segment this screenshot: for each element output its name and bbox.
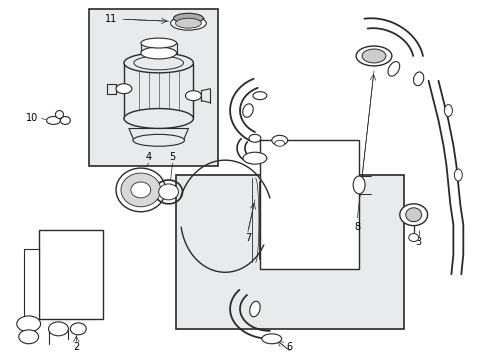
Ellipse shape — [243, 152, 267, 164]
Text: 11: 11 — [105, 14, 117, 24]
Ellipse shape — [262, 334, 282, 344]
Ellipse shape — [454, 169, 462, 181]
Ellipse shape — [414, 72, 424, 86]
Ellipse shape — [409, 234, 418, 242]
Ellipse shape — [133, 134, 184, 146]
Bar — [175, 175, 404, 329]
Ellipse shape — [173, 13, 203, 23]
Text: 5: 5 — [170, 152, 176, 162]
Ellipse shape — [400, 204, 428, 226]
Text: 4: 4 — [146, 152, 152, 162]
Ellipse shape — [250, 301, 260, 317]
Ellipse shape — [171, 16, 206, 30]
Ellipse shape — [185, 91, 201, 100]
Ellipse shape — [388, 62, 400, 76]
Ellipse shape — [17, 316, 41, 332]
Ellipse shape — [49, 322, 69, 336]
Ellipse shape — [71, 323, 86, 335]
Ellipse shape — [141, 38, 176, 48]
Text: 9: 9 — [146, 170, 152, 180]
Ellipse shape — [124, 109, 194, 129]
Ellipse shape — [141, 47, 176, 59]
Ellipse shape — [60, 117, 71, 125]
Ellipse shape — [444, 105, 452, 117]
Text: 6: 6 — [287, 342, 293, 352]
Text: 7: 7 — [245, 233, 251, 243]
Bar — [260, 140, 359, 269]
Ellipse shape — [134, 56, 183, 70]
Ellipse shape — [406, 208, 421, 222]
Bar — [39, 230, 103, 319]
Ellipse shape — [159, 184, 178, 200]
Ellipse shape — [19, 330, 39, 344]
Ellipse shape — [356, 46, 392, 66]
Text: 10: 10 — [25, 113, 38, 123]
Ellipse shape — [253, 92, 267, 100]
Polygon shape — [24, 249, 39, 324]
Ellipse shape — [275, 140, 285, 146]
Ellipse shape — [55, 111, 63, 118]
Bar — [89, 9, 218, 166]
Ellipse shape — [249, 134, 261, 142]
Ellipse shape — [243, 104, 253, 117]
Ellipse shape — [131, 182, 151, 198]
Ellipse shape — [272, 135, 288, 145]
Text: 1: 1 — [315, 162, 320, 172]
Ellipse shape — [121, 173, 161, 207]
Ellipse shape — [47, 117, 60, 125]
Text: 3: 3 — [416, 237, 422, 247]
Ellipse shape — [353, 176, 365, 194]
Ellipse shape — [116, 168, 166, 212]
Text: 2: 2 — [73, 342, 79, 352]
Ellipse shape — [362, 49, 386, 63]
Ellipse shape — [116, 84, 132, 94]
Ellipse shape — [175, 18, 201, 28]
Ellipse shape — [124, 53, 194, 73]
Text: 8: 8 — [354, 222, 360, 232]
